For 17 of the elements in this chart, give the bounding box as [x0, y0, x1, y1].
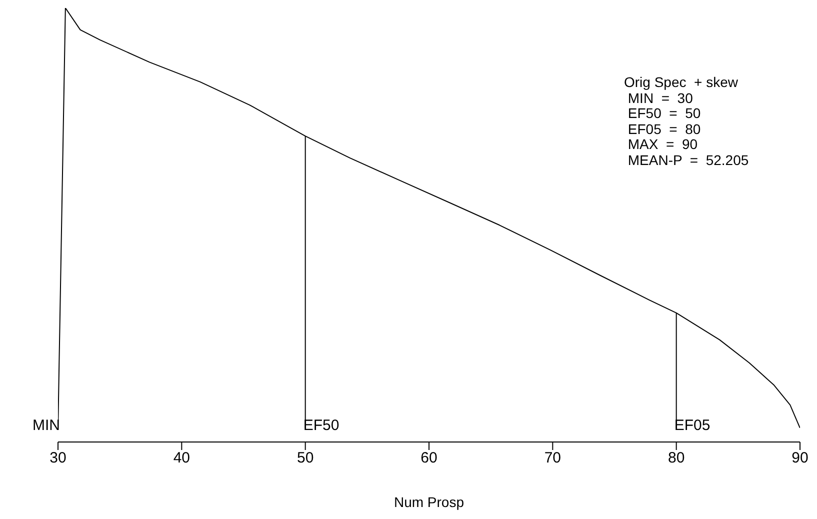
annotation: EF05 = 80 [626, 120, 702, 137]
annotation: EF05 [674, 417, 710, 434]
x-tick-label: 40 [173, 450, 190, 467]
x-axis-title: Num Prosp [394, 494, 464, 510]
annotation: MAX = 90 [626, 136, 699, 152]
annotation: MIN [32, 417, 60, 434]
x-tick-label: 90 [792, 450, 808, 467]
annotation: MEAN-P = 52.205 [626, 152, 749, 168]
x-tick-label: 60 [420, 450, 438, 467]
x-tick-label: 50 [296, 450, 314, 467]
x-tick-label: 30 [50, 450, 66, 467]
annotation: EF50 [303, 417, 340, 434]
annotation: Orig Spec + skew [624, 74, 739, 90]
annotation: EF50 = 50 [626, 105, 702, 122]
x-tick-label: 80 [668, 450, 685, 467]
x-tick-label: 70 [544, 450, 562, 467]
annotation: MIN = 30 [628, 90, 694, 106]
